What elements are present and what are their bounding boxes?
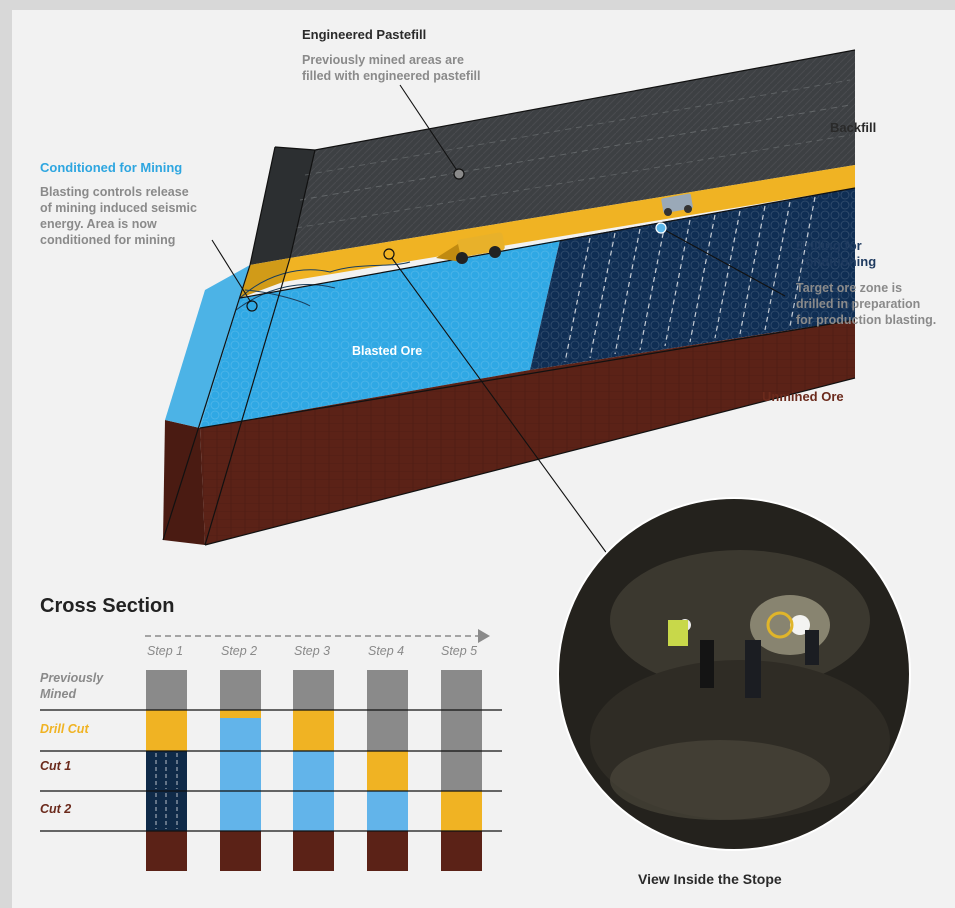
cross-section-row-lines [40, 709, 502, 832]
drilling-marker [655, 222, 667, 234]
row-cut-2: Cut 2 [40, 802, 72, 816]
cs-cell-step5-row2 [441, 710, 482, 751]
cs-cell-step5-row4 [441, 791, 482, 831]
cs-cell-step3-row1 [293, 670, 334, 710]
cs-cell-step1-row2 [146, 710, 187, 751]
cs-cell-step3-row2 [293, 710, 334, 751]
cs-cell-step5-row1 [441, 670, 482, 710]
conditioned-desc-2: of mining induced seismic [40, 201, 197, 215]
conditioned-desc-3: energy. Area is now [40, 217, 157, 231]
row-previously-mined-2: Mined [40, 687, 77, 701]
drilling-title-2: Conditioning [796, 254, 877, 269]
drilling-desc-2: drilled in preparation [796, 297, 921, 311]
blasted-ore-zone [200, 240, 560, 428]
drilled-ore-zone [530, 188, 855, 370]
blasted-ore-label: Blasted Ore [352, 344, 423, 358]
stope-photo [558, 498, 910, 850]
step-5-label: Step 5 [441, 644, 478, 658]
conditioned-desc-1: Blasting controls release [40, 185, 189, 199]
cs-cell-step4-row4 [367, 791, 408, 831]
unmined-ore-zone [163, 320, 855, 545]
stope-photo-border [557, 497, 911, 851]
cs-cell-step2-row3 [220, 751, 261, 791]
backfill-label: Backfill [830, 120, 877, 135]
cs-cell-step4-row3 [367, 751, 408, 791]
cross-section-title: Cross Section [40, 595, 175, 617]
drilling-title-1: Drilling for [796, 238, 862, 253]
cs-cell-step3-row3 [293, 751, 334, 791]
block-outline [162, 49, 856, 546]
drilling-desc-3: for production blasting. [796, 313, 937, 327]
cs-cell-step4-row1 [367, 670, 408, 710]
cs-cell-step2-row5 [220, 831, 261, 871]
unmined-ore-label: Unmined Ore [762, 389, 844, 404]
stope-view-marker [383, 248, 395, 260]
cs-cell-step5-row3 [441, 751, 482, 791]
step-3-label: Step 3 [294, 644, 331, 658]
row-drill-cut: Drill Cut [40, 722, 89, 736]
cs-cell-step3-row5 [293, 831, 334, 871]
row-cut-1: Cut 1 [40, 759, 72, 773]
cs-cell-step2-row2-blue [220, 718, 261, 751]
cs-cell-step5-row5 [441, 831, 482, 871]
cs-cell-step4-row5 [367, 831, 408, 871]
cs-cell-step3-row4 [293, 791, 334, 831]
cross-section-bars [146, 670, 482, 871]
conditioned-title: Conditioned for Mining [40, 160, 183, 175]
cross-section-chart [145, 629, 490, 643]
pastefill-desc-2: filled with engineered pastefill [302, 69, 481, 83]
backfill-layer [250, 50, 855, 265]
cs-cell-step1-row5 [146, 831, 187, 871]
view-inside-label: View Inside the Stope [638, 871, 782, 887]
step-4-label: Step 4 [368, 644, 405, 658]
cs-cell-step2-row4 [220, 791, 261, 831]
cs-cell-step2-row2-yellow [220, 710, 261, 718]
drill-holes [564, 196, 816, 363]
loader-icon [436, 232, 505, 264]
step-2-label: Step 2 [221, 644, 258, 658]
drill-rig-icon [661, 193, 693, 216]
cs-cell-step1-row1 [146, 670, 187, 710]
step-1-label: Step 1 [147, 644, 184, 658]
row-previously-mined-1: Previously [40, 671, 104, 685]
pastefill-marker [453, 168, 465, 180]
blasted-ore-side [165, 265, 250, 428]
callout-lines [211, 84, 786, 556]
pastefill-title: Engineered Pastefill [302, 27, 427, 42]
drilling-desc-1: Target ore zone is [796, 281, 903, 295]
cs-cell-step4-row2 [367, 710, 408, 751]
pastefill-desc-1: Previously mined areas are [302, 53, 464, 67]
conditioned-marker [246, 300, 258, 312]
conditioned-desc-4: conditioned for mining [40, 233, 176, 247]
cs-cell-step2-row1 [220, 670, 261, 710]
